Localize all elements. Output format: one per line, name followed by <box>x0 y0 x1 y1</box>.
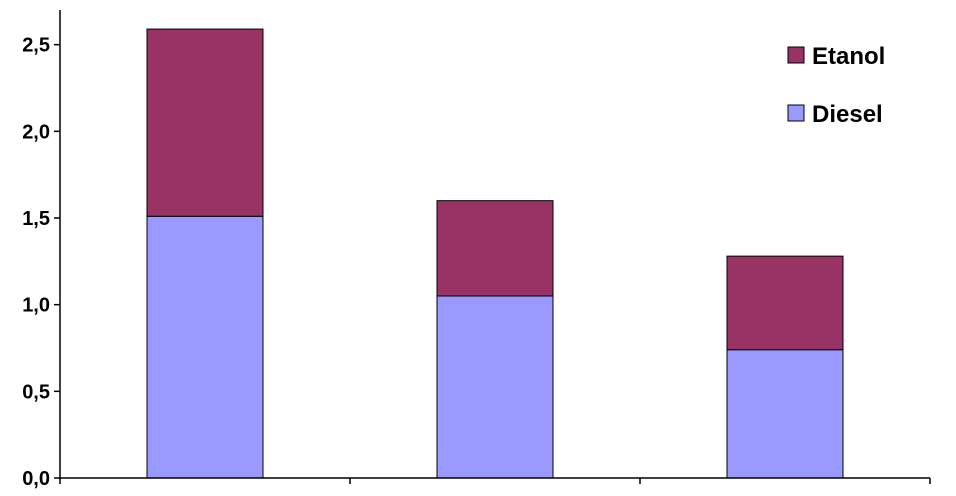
x-axis-ticks <box>59 478 931 484</box>
bars <box>146 28 844 479</box>
bar-diesel-1 <box>146 215 264 479</box>
y-tick-label: 1,0 <box>22 295 50 317</box>
legend-swatch-diesel <box>787 104 805 122</box>
y-tick-label: 2,5 <box>22 35 50 57</box>
bar-etanol-3 <box>726 255 844 351</box>
y-tick-label: 1,5 <box>22 208 50 230</box>
y-tick-label: 0,0 <box>22 468 50 490</box>
bar-diesel-2 <box>436 295 554 479</box>
legend-swatch-etanol <box>787 46 805 64</box>
y-axis-ticks: 0,0 0,5 1,0 1,5 2,0 2,5 <box>22 35 60 490</box>
legend-label-diesel: Diesel <box>812 101 883 128</box>
legend: Etanol Diesel <box>787 43 885 128</box>
bar-etanol-2 <box>436 200 554 297</box>
legend-label-etanol: Etanol <box>812 43 885 70</box>
y-tick-label: 0,5 <box>22 381 50 403</box>
bar-diesel-3 <box>726 349 844 479</box>
y-tick-label: 2,0 <box>22 121 50 143</box>
bar-etanol-1 <box>146 28 264 217</box>
